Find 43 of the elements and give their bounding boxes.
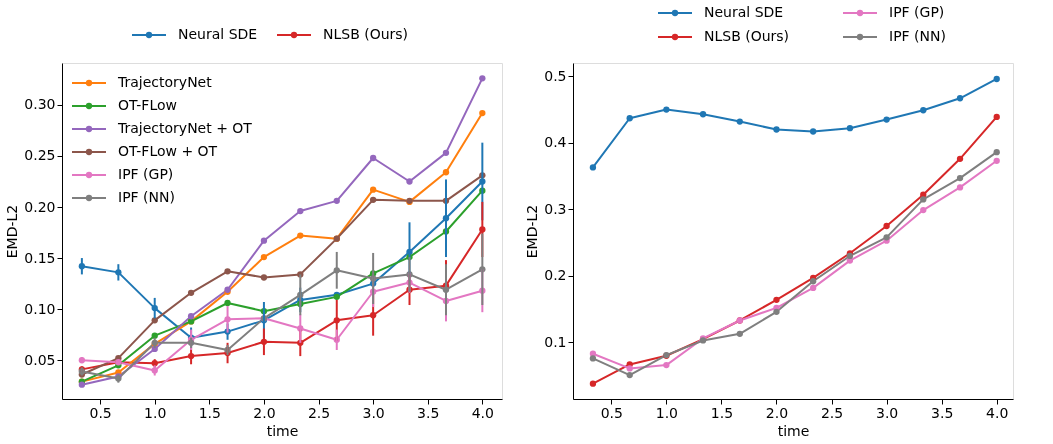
legend-label: NLSB (Ours) xyxy=(323,26,409,42)
legend-label: OT-FLow xyxy=(118,97,177,113)
y-tick-label: 0.15 xyxy=(24,249,56,266)
legend-label: Neural SDE xyxy=(704,4,784,20)
y-tick-label: 0.10 xyxy=(24,300,56,317)
y-tick-label: 0.20 xyxy=(24,198,56,215)
x-tick-label: 3.5 xyxy=(417,404,440,421)
y-axis-title: EMD-L2 xyxy=(524,204,541,259)
legend-label: IPF (NN) xyxy=(889,28,946,44)
x-axis-title: time xyxy=(266,422,299,439)
legend-label: TrajectoryNet + OT xyxy=(117,120,253,136)
x-tick-label: 0.5 xyxy=(600,404,623,421)
x-axis-title: time xyxy=(777,422,810,439)
x-tick-label: 1.0 xyxy=(655,404,679,421)
legend-label: NLSB (Ours) xyxy=(704,28,790,44)
y-tick-label: 0.2 xyxy=(544,267,567,284)
x-tick-label: 4.0 xyxy=(471,404,494,421)
legend-label: TrajectoryNet xyxy=(117,74,213,90)
y-tick-label: 0.1 xyxy=(544,333,567,350)
legend-label: OT-FLow + OT xyxy=(118,143,218,159)
x-tick-label: 0.5 xyxy=(89,404,112,421)
legend-label: IPF (GP) xyxy=(889,4,945,20)
y-tick-label: 0.25 xyxy=(24,147,56,164)
y-tick-label: 0.30 xyxy=(24,96,56,113)
y-tick-label: 0.5 xyxy=(544,67,567,84)
x-tick-label: 1.5 xyxy=(710,404,734,421)
x-tick-label: 2.5 xyxy=(307,404,331,421)
x-tick-label: 2.5 xyxy=(820,404,844,421)
y-tick-label: 0.05 xyxy=(24,351,56,368)
x-tick-label: 2.0 xyxy=(765,404,789,421)
legend-label: IPF (NN) xyxy=(118,189,175,205)
y-axis-title: EMD-L2 xyxy=(4,204,21,259)
x-tick-label: 2.0 xyxy=(253,404,276,421)
x-tick-label: 3.5 xyxy=(931,404,954,421)
y-tick-label: 0.4 xyxy=(544,134,567,151)
x-tick-label: 4.0 xyxy=(986,404,1009,421)
legend-label: Neural SDE xyxy=(178,26,258,42)
y-tick-label: 0.3 xyxy=(544,200,567,217)
x-tick-label: 3.0 xyxy=(362,404,385,421)
x-tick-label: 1.0 xyxy=(144,404,167,421)
legend-label: IPF (GP) xyxy=(118,166,174,182)
x-tick-label: 1.5 xyxy=(198,404,221,421)
x-tick-label: 3.0 xyxy=(875,404,899,421)
